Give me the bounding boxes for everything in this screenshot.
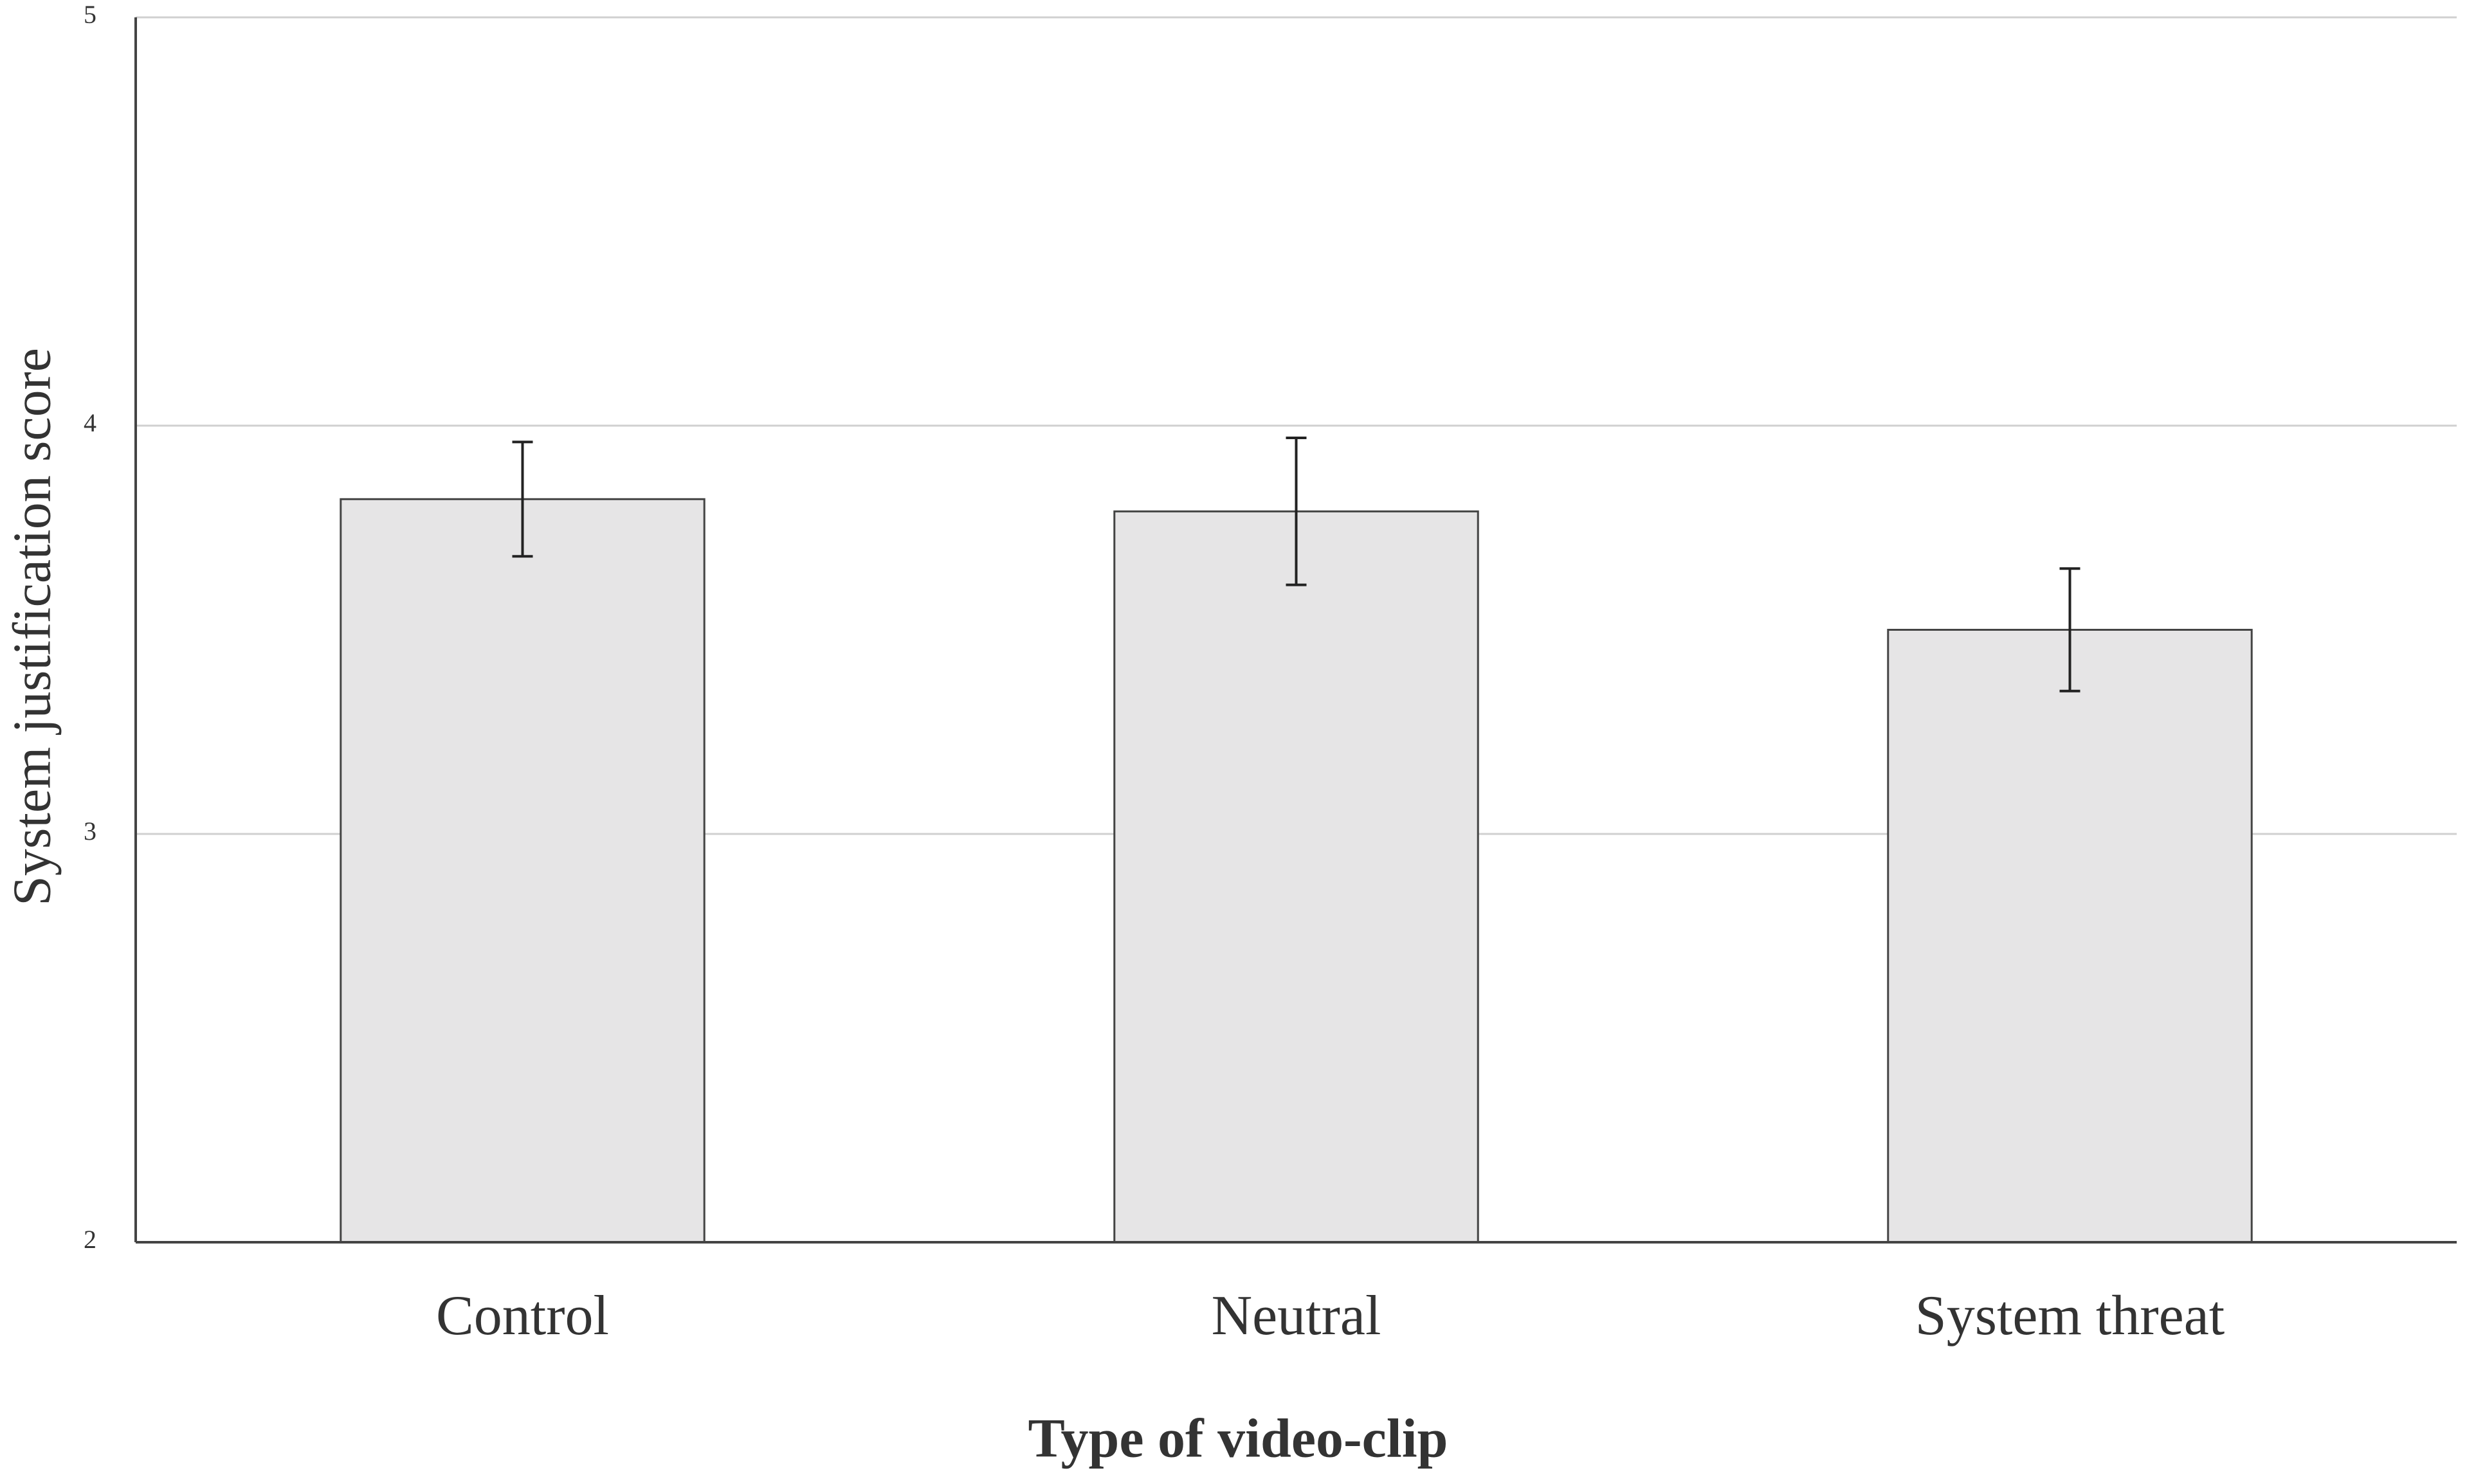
x-tick-label: Neutral — [1212, 1285, 1381, 1347]
y-axis-title: System justification score — [2, 348, 62, 906]
y-tick-label: 3 — [84, 817, 96, 846]
bar — [1113, 510, 1479, 1244]
x-axis-title: Type of video-clip — [1028, 1407, 1448, 1469]
y-tick-label: 4 — [84, 408, 96, 437]
bar — [1887, 629, 2253, 1244]
y-tick-label: 2 — [84, 1225, 96, 1254]
x-tick-label: Control — [436, 1285, 609, 1347]
y-tick-label: 5 — [84, 0, 96, 29]
bar — [340, 498, 705, 1244]
x-tick-label: System threat — [1915, 1285, 2225, 1347]
